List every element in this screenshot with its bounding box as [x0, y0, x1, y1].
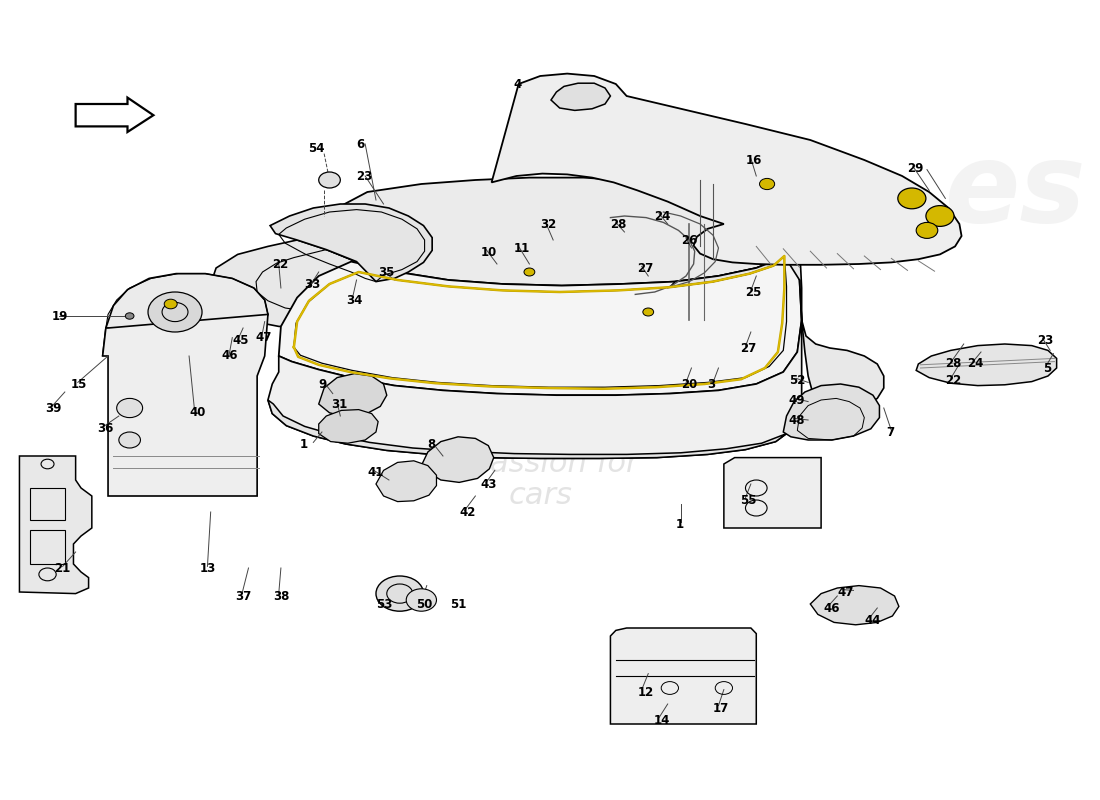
Polygon shape: [916, 344, 1057, 386]
Polygon shape: [20, 456, 91, 594]
Text: 46: 46: [823, 602, 839, 614]
Circle shape: [319, 172, 340, 188]
Text: 27: 27: [637, 262, 653, 274]
Text: es: es: [945, 138, 1087, 246]
Circle shape: [117, 398, 143, 418]
Circle shape: [759, 178, 774, 190]
Text: 23: 23: [356, 170, 373, 182]
Text: cars: cars: [508, 482, 572, 510]
Circle shape: [164, 299, 177, 309]
Text: 38: 38: [273, 590, 289, 602]
Text: 22: 22: [945, 374, 961, 386]
Text: 51: 51: [451, 598, 466, 610]
Circle shape: [916, 222, 938, 238]
Circle shape: [642, 308, 653, 316]
Text: 43: 43: [481, 478, 497, 490]
Text: 27: 27: [740, 342, 757, 354]
Text: 3: 3: [707, 378, 716, 390]
Polygon shape: [297, 178, 798, 286]
Circle shape: [524, 268, 535, 276]
Text: 4: 4: [514, 78, 521, 90]
Text: 1: 1: [300, 438, 308, 450]
Text: 1: 1: [675, 518, 683, 530]
Text: 42: 42: [459, 506, 475, 518]
Polygon shape: [102, 274, 268, 356]
Polygon shape: [211, 240, 384, 328]
Text: 5: 5: [1043, 362, 1050, 374]
Text: 11: 11: [514, 242, 529, 254]
Text: 47: 47: [837, 586, 854, 598]
Text: 53: 53: [376, 598, 393, 610]
Polygon shape: [492, 74, 961, 265]
Text: 12: 12: [637, 686, 653, 698]
Text: 21: 21: [54, 562, 70, 574]
Text: 46: 46: [221, 350, 238, 362]
Polygon shape: [376, 461, 437, 502]
Polygon shape: [610, 628, 757, 724]
Text: 23: 23: [1037, 334, 1054, 346]
Text: 19: 19: [52, 310, 68, 322]
Text: 31: 31: [332, 398, 348, 410]
Text: 33: 33: [305, 278, 321, 290]
Text: 50: 50: [416, 598, 432, 610]
Text: 10: 10: [481, 246, 497, 258]
Polygon shape: [268, 400, 802, 458]
Polygon shape: [421, 437, 494, 482]
Circle shape: [898, 188, 926, 209]
Text: 40: 40: [189, 406, 206, 418]
Text: 45: 45: [232, 334, 249, 346]
Polygon shape: [271, 204, 432, 282]
Circle shape: [125, 313, 134, 319]
Text: 8: 8: [427, 438, 434, 450]
Text: 36: 36: [97, 422, 113, 434]
Circle shape: [926, 206, 954, 226]
Text: 37: 37: [235, 590, 252, 602]
Text: 16: 16: [746, 154, 762, 166]
Text: 25: 25: [746, 286, 762, 298]
Circle shape: [148, 292, 202, 332]
Text: 17: 17: [713, 702, 729, 714]
Text: 20: 20: [681, 378, 697, 390]
Polygon shape: [278, 248, 802, 395]
Text: 34: 34: [345, 294, 362, 306]
Text: a passion for: a passion for: [442, 450, 638, 478]
Text: 32: 32: [540, 218, 557, 230]
Polygon shape: [268, 320, 802, 458]
Text: 47: 47: [255, 331, 272, 344]
Text: 35: 35: [378, 266, 395, 278]
Polygon shape: [319, 410, 378, 443]
Text: 44: 44: [865, 614, 881, 626]
Text: 26: 26: [681, 234, 697, 246]
Polygon shape: [551, 83, 611, 110]
Text: 9: 9: [319, 378, 327, 390]
Text: 13: 13: [200, 562, 216, 574]
Text: 24: 24: [653, 210, 670, 222]
Text: 15: 15: [70, 378, 87, 390]
Polygon shape: [811, 586, 899, 625]
Text: 24: 24: [967, 358, 983, 370]
Text: 48: 48: [789, 414, 805, 426]
Polygon shape: [724, 458, 821, 528]
Text: 28: 28: [610, 218, 627, 230]
Text: 22: 22: [273, 258, 288, 270]
Circle shape: [406, 589, 437, 611]
Polygon shape: [102, 314, 268, 496]
Text: 49: 49: [789, 394, 805, 406]
Text: 54: 54: [308, 142, 324, 154]
Text: 14: 14: [653, 714, 670, 726]
Text: 7: 7: [886, 426, 894, 438]
Text: 29: 29: [908, 162, 924, 174]
Circle shape: [119, 432, 141, 448]
Text: 6: 6: [356, 138, 365, 150]
Circle shape: [376, 576, 424, 611]
Text: 52: 52: [789, 374, 805, 386]
Text: 55: 55: [740, 494, 757, 506]
Text: 41: 41: [367, 466, 384, 478]
Polygon shape: [670, 244, 883, 410]
Text: 39: 39: [45, 402, 62, 414]
Polygon shape: [319, 374, 387, 417]
Polygon shape: [783, 384, 879, 440]
Text: 28: 28: [945, 358, 961, 370]
